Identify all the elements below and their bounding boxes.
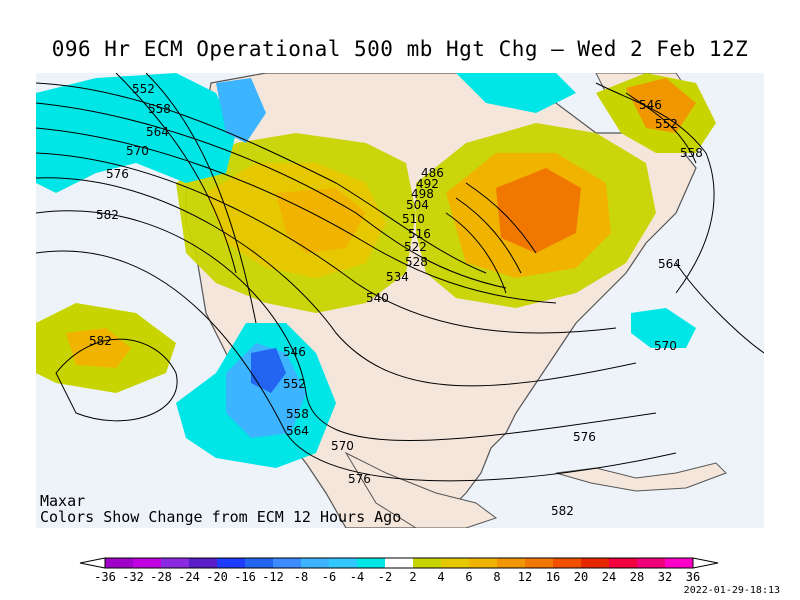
contour-label: 546 xyxy=(639,98,662,112)
colorbar-tick-label: 24 xyxy=(602,570,616,584)
contour-label: 570 xyxy=(331,439,354,453)
colorbar-swatch xyxy=(665,558,693,568)
colorbar-tick-label: 2 xyxy=(409,570,416,584)
contour-label: 504 xyxy=(406,198,429,212)
contour-labels: 552 558 564 570 576 582 486 492 498 504 … xyxy=(89,82,703,518)
colorbar-swatch xyxy=(609,558,637,568)
colorbar-tick-label: 8 xyxy=(493,570,500,584)
colorbar-swatch xyxy=(385,558,413,568)
contour-label: 576 xyxy=(573,430,596,444)
colorbar-arrow-right xyxy=(692,557,719,569)
contour-label: 492 xyxy=(416,177,439,191)
colorbar-swatch xyxy=(525,558,553,568)
colorbar-swatch xyxy=(581,558,609,568)
colorbar-tick-label: -36 xyxy=(94,570,116,584)
contour-label: 570 xyxy=(126,144,149,158)
map-canvas: 552 558 564 570 576 582 486 492 498 504 … xyxy=(36,73,764,528)
timestamp: 2022-01-29-18:13 xyxy=(683,585,780,596)
change-negative-arctic xyxy=(456,73,576,113)
colorbar-swatch xyxy=(357,558,385,568)
contour-label: 564 xyxy=(286,424,309,438)
colorbar-swatch xyxy=(553,558,581,568)
contour-label: 582 xyxy=(96,208,119,222)
contour-label: 486 xyxy=(421,166,444,180)
colorbar-tick-label: -12 xyxy=(262,570,284,584)
colorbar-tick-label: 36 xyxy=(686,570,700,584)
contour-label: 516 xyxy=(408,227,431,241)
contour-label: 498 xyxy=(411,187,434,201)
colorbar-swatch xyxy=(469,558,497,568)
contour-label: 528 xyxy=(405,255,428,269)
contour-label: 576 xyxy=(348,472,371,486)
colorbar-tick-label: -32 xyxy=(122,570,144,584)
colorbar-tick-label: 6 xyxy=(465,570,472,584)
colorbar-tick-label: 20 xyxy=(574,570,588,584)
credit-source: Maxar xyxy=(40,492,86,510)
colorbar-tick-label: -4 xyxy=(350,570,364,584)
contour-label: 552 xyxy=(283,377,306,391)
colorbar-tick-label: 4 xyxy=(437,570,444,584)
contour-label: 552 xyxy=(132,82,155,96)
change-positive-west-core xyxy=(276,188,366,253)
contour-label: 570 xyxy=(654,339,677,353)
change-positive-pacific-core xyxy=(66,328,131,368)
contour-label: 564 xyxy=(146,125,169,139)
land-central-america xyxy=(344,451,498,528)
colorbar-tick-label: -8 xyxy=(294,570,308,584)
contour-label: 534 xyxy=(386,270,409,284)
colorbar-swatch xyxy=(133,558,161,568)
change-negative-atlantic xyxy=(631,308,696,348)
change-negative-northwest xyxy=(36,73,236,193)
contour-label: 576 xyxy=(106,167,129,181)
colorbar-swatch xyxy=(497,558,525,568)
change-positive-northeast-core xyxy=(626,78,696,133)
colorbar-swatch xyxy=(105,558,133,568)
contour-label: 582 xyxy=(89,334,112,348)
colorbar-tick-label: 28 xyxy=(630,570,644,584)
contour-label: 564 xyxy=(658,257,681,271)
colorbar-swatch xyxy=(329,558,357,568)
colorbar-swatch xyxy=(413,558,441,568)
colorbar-svg: -36 -32 -28 -24 -20 -16 -12 -8 -6 -4 -2 2 4 6 8 12 16 20 2… xyxy=(79,557,719,584)
colorbar-tick-label: -6 xyxy=(322,570,336,584)
contour-label: 558 xyxy=(148,102,171,116)
colorbar-tick-label: 32 xyxy=(658,570,672,584)
colorbar-tick-label: 16 xyxy=(546,570,560,584)
colorbar-swatch xyxy=(441,558,469,568)
contour-label: 510 xyxy=(402,212,425,226)
change-negative-southwest-core xyxy=(251,348,286,393)
colorbar-tick-label: -28 xyxy=(150,570,172,584)
credit-description: Colors Show Change from ECM 12 Hours Ago xyxy=(40,508,402,526)
change-positive-east-core xyxy=(496,168,581,253)
weather-map: 552 558 564 570 576 582 486 492 498 504 … xyxy=(36,73,764,528)
colorbar-swatch xyxy=(637,558,665,568)
colorbar-tick-label: -20 xyxy=(206,570,228,584)
height-contours xyxy=(36,73,764,482)
colorbar-swatch xyxy=(161,558,189,568)
contour-label: 558 xyxy=(680,146,703,160)
contour-label: 582 xyxy=(551,504,574,518)
contour-label: 540 xyxy=(366,291,389,305)
colorbar-arrow-left xyxy=(79,557,106,569)
contour-label: 558 xyxy=(286,407,309,421)
colorbar: -36 -32 -28 -24 -20 -16 -12 -8 -6 -4 -2 2 4 6 8 12 16 20 2… xyxy=(0,553,800,593)
colorbar-swatch xyxy=(301,558,329,568)
land-caribbean xyxy=(555,462,727,492)
colorbar-border xyxy=(104,557,694,569)
colorbar-tick-label: -2 xyxy=(378,570,392,584)
colorbar-tick-label: -24 xyxy=(178,570,200,584)
map-title: 096 Hr ECM Operational 500 mb Hgt Chg — … xyxy=(51,37,749,61)
contour-label: 546 xyxy=(283,345,306,359)
colorbar-swatch xyxy=(189,558,217,568)
colorbar-tick-label: 12 xyxy=(518,570,532,584)
change-negative-northwest-inner xyxy=(216,78,266,143)
colorbar-swatch xyxy=(273,558,301,568)
colorbar-swatch xyxy=(217,558,245,568)
contour-label: 552 xyxy=(655,117,678,131)
colorbar-tick-label: -16 xyxy=(234,570,256,584)
colorbar-swatch xyxy=(245,558,273,568)
contour-label: 522 xyxy=(404,240,427,254)
